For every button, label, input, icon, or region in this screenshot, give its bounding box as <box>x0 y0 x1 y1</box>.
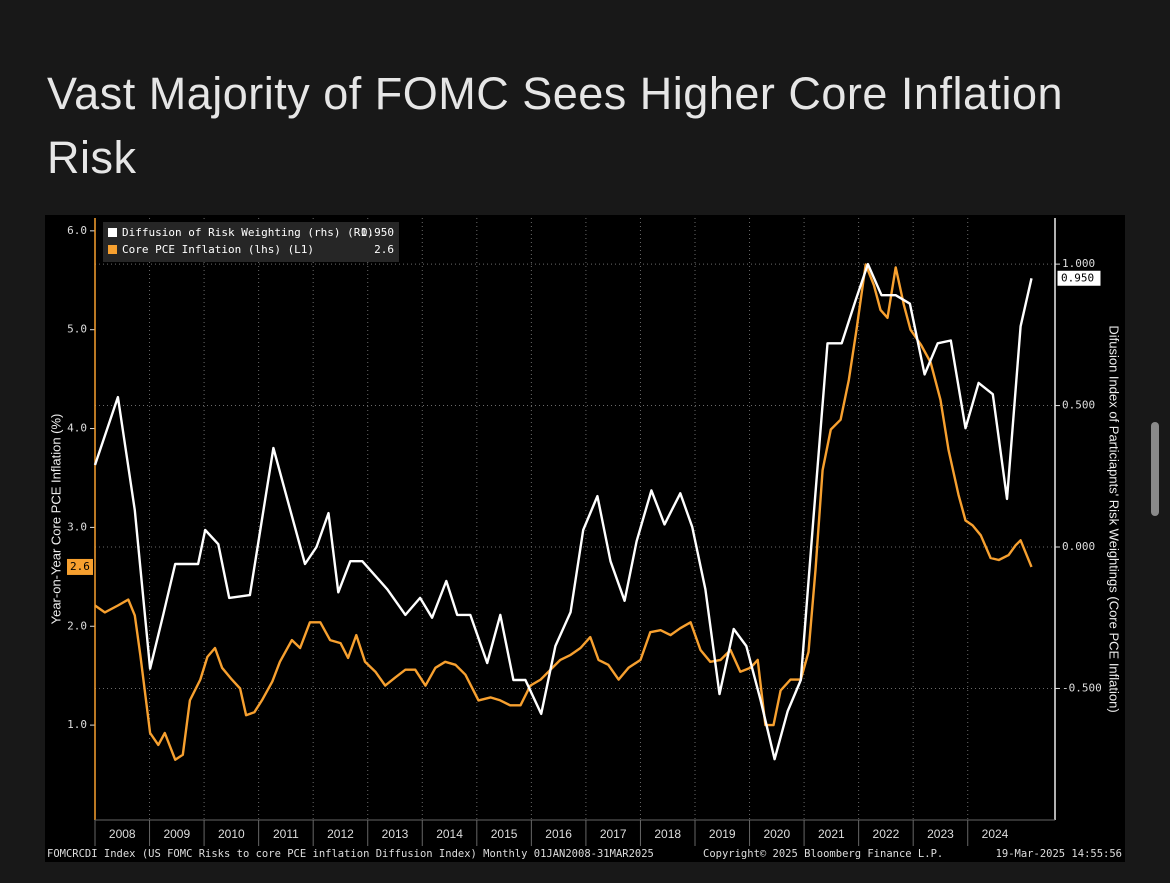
footnote: FOMCRCDI Index (US FOMC Risks to core PC… <box>47 848 654 860</box>
y-tick-label: 6.0 <box>67 224 87 237</box>
x-tick-label: 2011 <box>273 827 299 841</box>
x-tick-label: 2021 <box>818 827 845 841</box>
x-tick-label: 2009 <box>163 827 190 841</box>
timestamp: 19-Mar-2025 14:55:56 <box>996 848 1122 860</box>
legend-value: 0.950 <box>361 226 394 239</box>
page-title: Vast Majority of FOMC Sees Higher Core I… <box>47 68 1064 183</box>
copyright: Copyright© 2025 Bloomberg Finance L.P. <box>703 848 943 860</box>
series-line <box>94 263 1033 761</box>
x-tick-label: 2016 <box>545 827 572 841</box>
last-value-tag <box>1056 269 1102 287</box>
x-tick-label: 2008 <box>109 827 136 841</box>
legend-value: 2.6 <box>374 243 394 256</box>
scrollbar <box>1151 422 1159 516</box>
series-line <box>93 262 1033 761</box>
x-tick-label: 2017 <box>600 827 627 841</box>
x-tick-label: 2014 <box>436 827 463 841</box>
x-tick-label: 2020 <box>763 827 790 841</box>
y2-tick-label: -0.500 <box>1062 681 1102 694</box>
y-tick-label: 5.0 <box>67 323 87 336</box>
legend-box <box>103 222 399 262</box>
legend-label: Core PCE Inflation (lhs) (L1) <box>122 243 314 256</box>
y-tick-label: 4.0 <box>67 422 87 435</box>
x-tick-label: 2018 <box>654 827 681 841</box>
legend-swatch <box>108 228 117 237</box>
y2-axis-title: Difusion Index of Particiapnts' Risk Wei… <box>1107 325 1122 712</box>
chart-panel <box>45 215 1125 862</box>
x-tick-label: 2023 <box>927 827 954 841</box>
x-tick-label: 2012 <box>327 827 354 841</box>
y-tick-label: 3.0 <box>67 520 87 533</box>
y-axis-title: Year-on-Year Core PCE Inflation (%) <box>48 414 63 625</box>
y-tick-label: 1.0 <box>67 718 87 731</box>
last-value-label: 2.6 <box>70 560 90 573</box>
y2-tick-label: 0.500 <box>1062 399 1095 412</box>
y2-tick-label: 1.000 <box>1062 257 1095 270</box>
y-tick-label: 2.0 <box>67 619 87 632</box>
x-tick-label: 2024 <box>982 827 1009 841</box>
x-tick-label: 2010 <box>218 827 245 841</box>
last-value-label: 0.950 <box>1061 271 1094 284</box>
x-tick-label: 2019 <box>709 827 736 841</box>
x-tick-label: 2013 <box>382 827 409 841</box>
last-value-tag <box>67 558 93 575</box>
legend-swatch <box>108 245 117 254</box>
legend-label: Diffusion of Risk Weighting (rhs) (R1) <box>122 226 374 239</box>
y2-tick-label: 0.000 <box>1062 540 1095 553</box>
x-tick-label: 2022 <box>873 827 900 841</box>
x-tick-label: 2015 <box>491 827 518 841</box>
